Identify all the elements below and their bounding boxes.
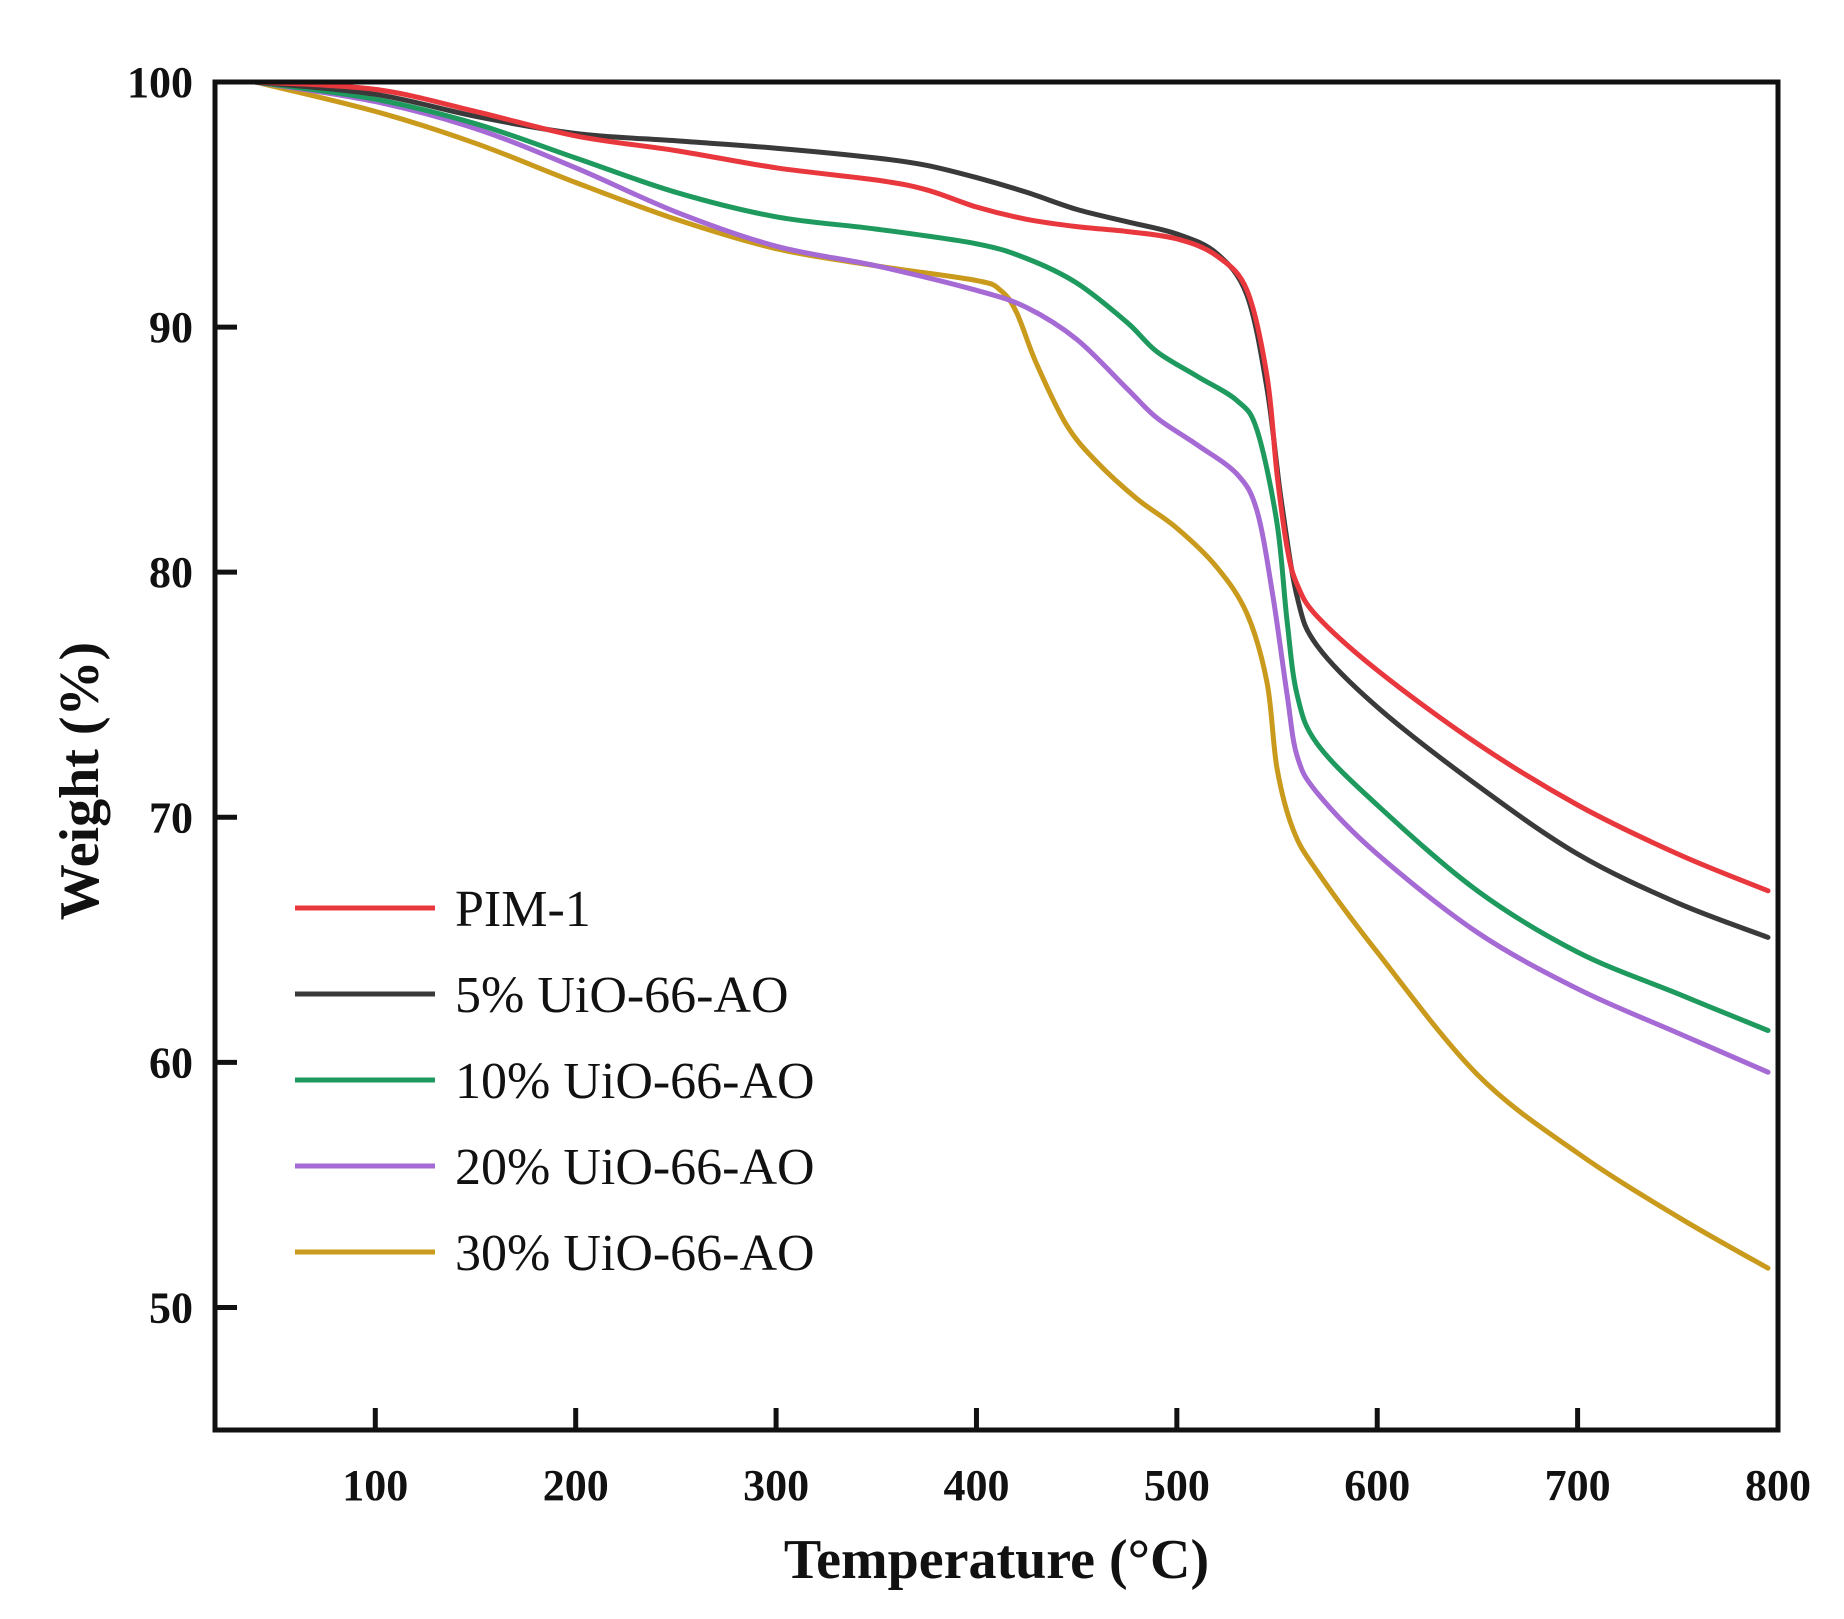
legend-label: 10% UiO-66-AO [455, 1053, 815, 1110]
legend: PIM-1 5% UiO-66-AO 10% UiO-66-AO 20% UiO-66… [295, 881, 815, 1282]
x-tick-label: 500 [1144, 1461, 1210, 1510]
legend-label: 20% UiO-66-AO [455, 1139, 815, 1196]
x-tick-label: 700 [1545, 1461, 1611, 1510]
series-line-3 [252, 79, 1771, 1075]
legend-label: PIM-1 [455, 881, 591, 938]
tick-layer: 100 200 300 400 500 600 700 800 50 60 70 80 90 100 [127, 58, 1811, 1510]
x-axis-title: Temperature (°C) [784, 1529, 1209, 1591]
y-axis-title: Weight (%) [49, 642, 111, 920]
y-tick-label: 60 [149, 1038, 193, 1087]
x-tick-label: 600 [1344, 1461, 1410, 1510]
series-line-2 [252, 79, 1771, 1033]
y-tick-label: 80 [149, 548, 193, 597]
x-tick-label: 200 [543, 1461, 609, 1510]
x-tick-label: 400 [943, 1461, 1009, 1510]
y-tick-label: 90 [149, 303, 193, 352]
plot-frame [212, 79, 1781, 1433]
y-tick-label: 100 [127, 58, 193, 107]
legend-label: 5% UiO-66-AO [455, 967, 789, 1024]
y-tick-label: 50 [149, 1283, 193, 1332]
series-layer [252, 79, 1771, 1271]
y-tick-label: 70 [149, 793, 193, 842]
x-tick-label: 300 [743, 1461, 809, 1510]
series-line-4 [252, 79, 1771, 1271]
x-tick-label: 800 [1745, 1461, 1811, 1510]
series-line-1 [252, 79, 1771, 940]
x-tick-label: 100 [342, 1461, 408, 1510]
legend-label: 30% UiO-66-AO [455, 1225, 815, 1282]
series-line-0 [252, 79, 1771, 894]
